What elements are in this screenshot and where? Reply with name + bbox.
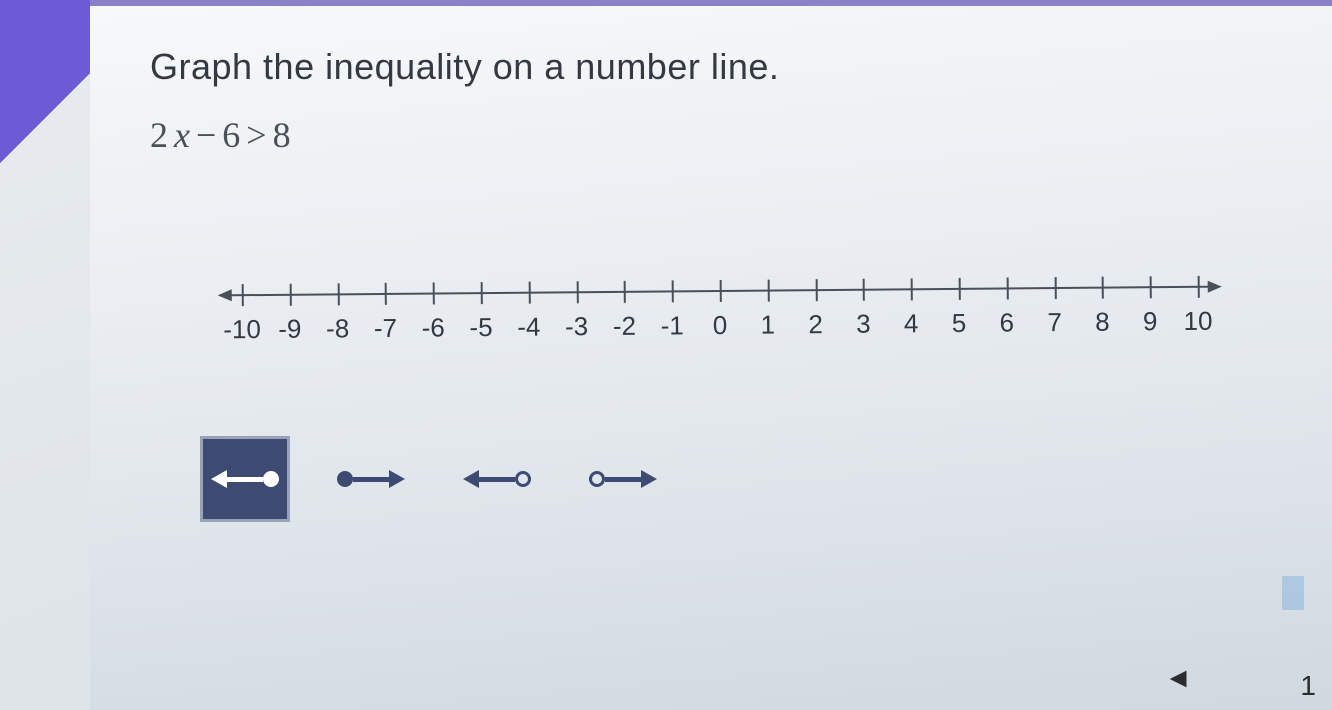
tick-label: -2 <box>613 311 636 342</box>
tool-open-right[interactable] <box>578 436 668 522</box>
inequality-expression: 2x − 6 > 8 <box>150 114 1272 156</box>
tick-mark <box>1198 276 1200 298</box>
tick-label: -7 <box>374 313 397 344</box>
tick-mark <box>337 283 339 305</box>
tool-closed-left[interactable] <box>200 436 290 522</box>
tick-mark <box>242 284 244 306</box>
tick-label: -3 <box>565 311 588 342</box>
tool-open-left[interactable] <box>452 436 542 522</box>
tick-label: -8 <box>326 313 349 344</box>
tick-mark <box>911 278 913 300</box>
number-line-container: -10-9-8-7-6-5-4-3-2-1012345678910 <box>220 276 1272 366</box>
tick-label: 8 <box>1095 307 1110 338</box>
tick-mark <box>863 279 865 301</box>
tick-mark <box>624 281 626 303</box>
page-number: 1 <box>1300 670 1316 702</box>
closed-dot-icon <box>263 471 279 487</box>
tick-label: 10 <box>1183 306 1212 337</box>
tick-mark <box>528 282 530 304</box>
ray-tool-palette <box>200 436 1272 522</box>
tick-mark <box>959 278 961 300</box>
open-dot-icon <box>589 471 605 487</box>
tick-mark <box>433 282 435 304</box>
closed-dot-icon <box>337 471 353 487</box>
tick-mark <box>576 281 578 303</box>
tick-mark <box>1054 277 1056 299</box>
arrow-right-icon <box>389 470 405 488</box>
tick-label: -1 <box>661 310 684 341</box>
tool-closed-right[interactable] <box>326 436 416 522</box>
worksheet-page: Graph the inequality on a number line. 2… <box>90 0 1332 710</box>
tick-label: 2 <box>808 309 823 340</box>
tick-label: -6 <box>422 312 445 343</box>
eq-coef: 2 <box>150 114 168 156</box>
arrow-left-icon <box>211 470 227 488</box>
arrow-right-icon <box>641 470 657 488</box>
tick-mark <box>1150 276 1152 298</box>
tick-mark <box>1102 277 1104 299</box>
tick-label: 1 <box>760 310 775 341</box>
tick-label: 6 <box>999 307 1014 338</box>
tick-label: 7 <box>1047 307 1062 338</box>
eq-rhs: 8 <box>273 114 291 156</box>
tick-label: -10 <box>223 314 261 345</box>
tick-mark <box>815 279 817 301</box>
eq-rel: > <box>246 114 266 156</box>
tick-mark <box>289 284 291 306</box>
tick-label: -9 <box>278 314 301 345</box>
tick-label: 4 <box>904 308 919 339</box>
nav-prev-icon[interactable]: ◄ <box>1164 662 1192 694</box>
tick-mark <box>1006 277 1008 299</box>
arrow-left-icon <box>463 470 479 488</box>
eq-const: 6 <box>222 114 240 156</box>
tick-mark <box>672 280 674 302</box>
tick-mark <box>385 283 387 305</box>
eq-var: x <box>174 114 190 156</box>
tick-mark <box>720 280 722 302</box>
tick-mark <box>481 282 483 304</box>
tick-label: -4 <box>517 312 540 343</box>
tick-label: 0 <box>713 310 728 341</box>
open-dot-icon <box>515 471 531 487</box>
tick-label: 9 <box>1143 306 1158 337</box>
instruction-text: Graph the inequality on a number line. <box>150 46 1272 88</box>
tick-label: -5 <box>469 312 492 343</box>
number-line[interactable]: -10-9-8-7-6-5-4-3-2-1012345678910 <box>220 272 1221 371</box>
accent-mark <box>1282 576 1304 610</box>
tick-label: 3 <box>856 309 871 340</box>
tick-label: 5 <box>952 308 967 339</box>
tick-mark <box>767 280 769 302</box>
eq-minus: − <box>196 114 216 156</box>
